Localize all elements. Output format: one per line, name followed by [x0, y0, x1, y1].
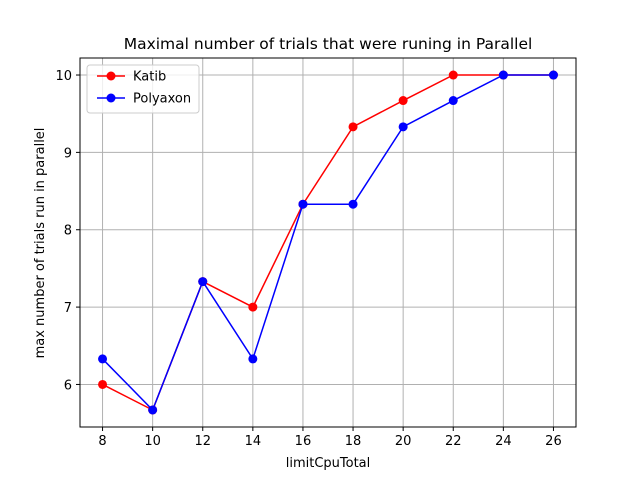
- chart-title: Maximal number of trials that were runin…: [124, 35, 533, 53]
- legend-katib-label: Katib: [133, 70, 166, 85]
- y-tick-label: 6: [64, 378, 72, 393]
- x-tick-label: 16: [295, 434, 312, 449]
- y-tick-label: 7: [64, 301, 72, 316]
- data-point-polyaxon: [148, 405, 158, 415]
- x-tick-label: 18: [345, 434, 362, 449]
- x-tick-label: 24: [495, 434, 512, 449]
- data-point-polyaxon: [198, 277, 208, 287]
- data-point-polyaxon: [248, 354, 258, 364]
- x-tick-label: 22: [445, 434, 462, 449]
- grid: [80, 58, 576, 427]
- x-tick-label: 10: [144, 434, 161, 449]
- data-point-polyaxon: [298, 199, 308, 209]
- y-tick-label: 10: [55, 69, 72, 84]
- legend-katib-marker: [106, 71, 116, 81]
- x-tick-label: 26: [545, 434, 562, 449]
- data-point-katib: [348, 122, 358, 132]
- legend-polyaxon-marker: [106, 93, 116, 103]
- y-tick-label: 9: [64, 146, 72, 161]
- data-point-katib: [98, 379, 108, 389]
- x-tick-label: 20: [395, 434, 412, 449]
- y-tick-label: 8: [64, 224, 72, 239]
- x-tick-label: 8: [98, 434, 106, 449]
- data-point-polyaxon: [448, 96, 458, 106]
- y-axis-label: max number of trials run in parallel: [33, 128, 48, 359]
- axis-ticks: 8 10 12 14 16 18 20 22 24 26 6 7 8 9 10: [55, 69, 561, 449]
- series-line-polyaxon: [102, 74, 554, 412]
- data-point-polyaxon: [548, 70, 558, 80]
- data-point-polyaxon: [398, 122, 408, 132]
- data-point-katib: [248, 302, 258, 312]
- legend: Katib Polyaxon: [86, 64, 200, 114]
- data-point-polyaxon: [498, 70, 508, 80]
- x-axis-label: limitCpuTotal: [286, 456, 371, 471]
- series-layer: [98, 70, 558, 415]
- data-point-katib: [398, 96, 408, 106]
- x-tick-label: 12: [194, 434, 211, 449]
- data-point-polyaxon: [348, 199, 358, 209]
- data-point-polyaxon: [98, 354, 108, 364]
- legend-polyaxon-label: Polyaxon: [133, 92, 191, 107]
- data-point-katib: [448, 70, 458, 80]
- plot-frame: [79, 57, 577, 428]
- x-tick-label: 14: [245, 434, 262, 449]
